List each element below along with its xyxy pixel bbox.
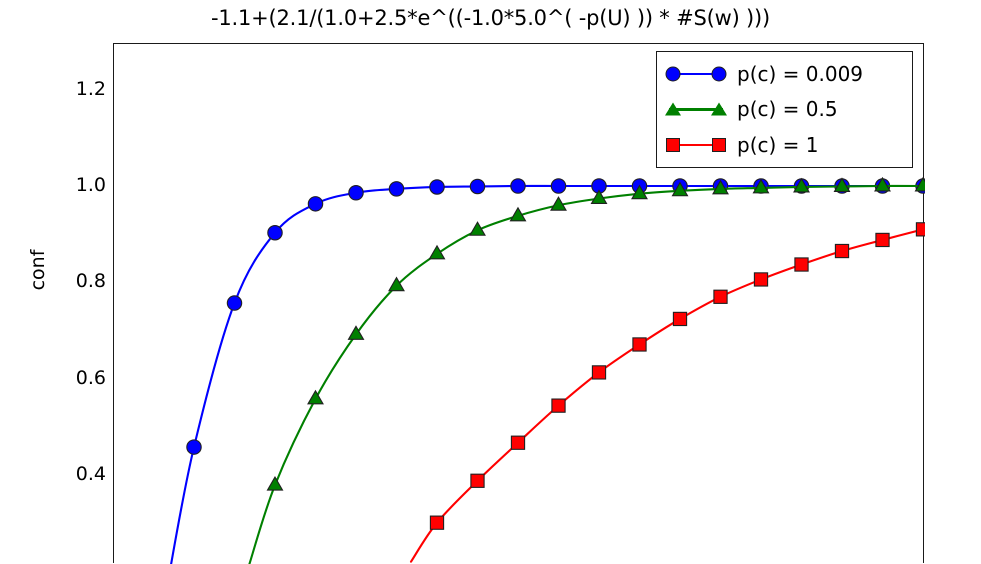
data-point-marker <box>307 389 324 405</box>
data-point-marker <box>671 181 689 197</box>
data-point-marker <box>429 515 445 530</box>
data-point-marker <box>550 178 567 194</box>
data-point-marker <box>509 206 527 222</box>
y-axis-tick-label: 1.2 <box>75 77 106 100</box>
data-point-marker <box>429 179 445 195</box>
data-point-marker <box>388 181 405 197</box>
data-point-marker <box>753 272 769 287</box>
data-point-marker <box>550 196 567 211</box>
data-point-marker <box>428 244 446 260</box>
legend-item-2[interactable]: p(c) = 0.5 <box>665 93 904 126</box>
data-point-marker <box>510 178 526 194</box>
series-line <box>170 184 925 564</box>
y-axis-tick-label: 0.4 <box>75 463 106 485</box>
legend-sample-triangle-icon <box>665 99 727 119</box>
legend-marker-circle-icon <box>665 66 681 82</box>
series-3 <box>409 222 925 563</box>
data-point-marker <box>793 177 810 193</box>
data-point-marker <box>591 365 607 380</box>
legend-marker-circle-icon <box>711 66 727 82</box>
legend-marker-triangle-icon <box>665 102 681 116</box>
series-line <box>409 228 925 563</box>
data-point-marker <box>914 176 925 192</box>
data-point-marker <box>469 221 486 236</box>
data-point-marker <box>834 243 850 259</box>
data-point-marker <box>631 184 648 200</box>
data-point-marker <box>469 178 486 195</box>
data-point-marker <box>510 435 526 450</box>
data-point-marker <box>186 439 202 455</box>
data-point-marker <box>752 178 770 194</box>
data-point-marker <box>833 177 851 192</box>
data-point-marker <box>632 337 647 352</box>
data-point-marker <box>672 311 688 327</box>
plot-canvas <box>170 176 925 564</box>
series-1 <box>170 178 925 564</box>
data-point-marker <box>794 257 809 272</box>
legend-line <box>669 72 723 76</box>
data-point-marker <box>307 196 324 212</box>
chart-legend: p(c) = 0.009 p(c) = 0.5 p(c) = 1 <box>656 51 913 168</box>
y-axis-tick-label: 0.6 <box>75 366 106 389</box>
data-point-marker <box>388 276 405 292</box>
data-point-marker <box>874 176 891 192</box>
legend-item-3[interactable]: p(c) = 1 <box>665 129 904 162</box>
data-point-marker <box>875 232 890 248</box>
y-axis-tick-label: 1.0 <box>75 174 106 196</box>
data-point-marker <box>713 289 728 304</box>
legend-sample-circle-icon <box>665 64 727 84</box>
data-point-marker <box>347 325 365 340</box>
series-2 <box>248 176 925 564</box>
data-point-marker <box>590 189 608 205</box>
y-axis-tick-label: 0.8 <box>75 270 106 293</box>
legend-label: p(c) = 0.009 <box>737 61 864 86</box>
data-point-marker <box>267 224 283 241</box>
series-line <box>248 184 925 564</box>
data-point-marker <box>712 179 729 195</box>
data-point-marker <box>226 295 243 311</box>
legend-marker-square-icon <box>712 138 726 153</box>
legend-line <box>669 144 723 147</box>
legend-item-1[interactable]: p(c) = 0.009 <box>665 57 904 90</box>
data-point-marker <box>551 398 566 413</box>
legend-line <box>669 108 723 111</box>
chart-figure: -1.1+(2.1/(1.0+2.5*e^((-1.0*5.0^( -p(U) … <box>24 0 925 564</box>
chart-title: -1.1+(2.1/(1.0+2.5*e^((-1.0*5.0^( -p(U) … <box>210 6 771 30</box>
data-point-marker <box>470 473 485 488</box>
data-point-marker <box>348 184 364 201</box>
legend-sample-square-icon <box>665 135 727 155</box>
legend-label: p(c) = 1 <box>737 133 819 158</box>
legend-label: p(c) = 0.5 <box>737 97 838 122</box>
legend-marker-triangle-icon <box>711 102 727 116</box>
y-axis-tick-labels: 1.2 1.0 0.8 0.6 0.4 <box>24 0 106 540</box>
data-point-marker <box>915 222 925 237</box>
legend-marker-square-icon <box>666 138 680 153</box>
data-point-marker <box>266 475 284 491</box>
